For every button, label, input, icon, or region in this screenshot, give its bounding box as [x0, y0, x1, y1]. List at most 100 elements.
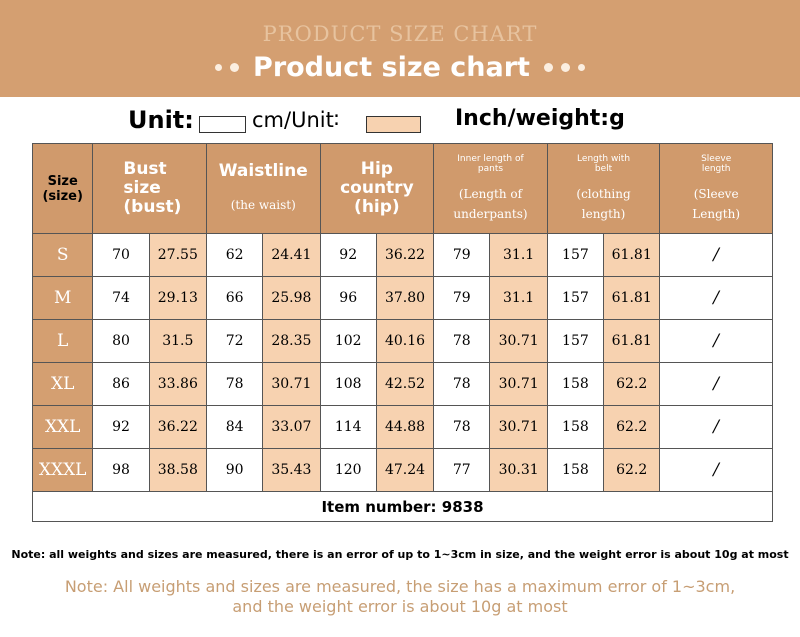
header-sleeve-length: Sleeve length (Sleeve Length): [659, 143, 773, 234]
waist-cm-cell: 66: [205, 276, 264, 320]
waist-cm-cell: 78: [205, 362, 264, 406]
inner-cm-cell: 78: [433, 319, 491, 363]
length-inch-cell: 62.2: [603, 448, 661, 492]
size-cell: M: [31, 276, 94, 320]
sleeve-cell: /: [659, 233, 773, 277]
header-hip: Hip country (hip): [319, 143, 435, 234]
waist-inch-cell: 28.35: [262, 319, 321, 363]
header-size: Size (size): [31, 143, 94, 234]
bust-inch-cell: 38.58: [148, 448, 207, 492]
bust-inch-cell: 27.55: [148, 233, 207, 277]
bust-inch-cell: 31.5: [148, 319, 207, 363]
length-cm-cell: 157: [546, 276, 605, 320]
size-cell: XL: [31, 362, 94, 406]
bust-cm-cell: 86: [92, 362, 150, 406]
sleeve-cell: /: [659, 276, 773, 320]
hip-cm-cell: 96: [319, 276, 377, 320]
waist-inch-cell: 33.07: [262, 405, 321, 449]
note-secondary-line1: Note: All weights and sizes are measured…: [64, 577, 736, 596]
hip-cm-cell: 108: [319, 362, 377, 406]
waist-cm-cell: 62: [205, 233, 264, 277]
note-secondary-line2: and the weight error is about 10g at mos…: [232, 597, 568, 616]
left-dots-decoration: [211, 62, 243, 72]
inner-inch-cell: 31.1: [489, 276, 548, 320]
length-cm-cell: 157: [546, 233, 605, 277]
inner-inch-cell: 30.31: [489, 448, 548, 492]
bust-inch-cell: 33.86: [148, 362, 207, 406]
length-inch-cell: 62.2: [603, 405, 661, 449]
table-row: L 80 31.5 72 28.35 102 40.16 78 30.71 15…: [31, 319, 773, 363]
cm-swatch: [199, 116, 246, 133]
size-chart-table: Size (size) Bust size (bust) Waistline (…: [31, 143, 773, 522]
hip-inch-cell: 47.24: [375, 448, 435, 492]
bust-cm-cell: 74: [92, 276, 150, 320]
inner-cm-cell: 78: [433, 405, 491, 449]
length-inch-cell: 62.2: [603, 362, 661, 406]
bust-cm-cell: 98: [92, 448, 150, 492]
inch-swatch: [366, 116, 421, 133]
unit-legend: Unit: cm/Unit∶ Inch/weight:g: [0, 104, 800, 142]
item-number-row: Item number: 9838: [32, 491, 773, 522]
waist-cm-cell: 90: [205, 448, 264, 492]
table-row: S 70 27.55 62 24.41 92 36.22 79 31.1 157…: [31, 233, 773, 277]
note-primary: Note: all weights and sizes are measured…: [11, 548, 789, 561]
inch-weight-label: Inch/weight:g: [455, 106, 625, 131]
sleeve-cell: /: [659, 319, 773, 363]
table-row: XXXL 98 38.58 90 35.43 120 47.24 77 30.3…: [31, 448, 773, 492]
sleeve-cell: /: [659, 405, 773, 449]
unit-label: Unit:: [128, 106, 194, 134]
length-inch-cell: 61.81: [603, 233, 661, 277]
hip-inch-cell: 40.16: [375, 319, 435, 363]
waist-inch-cell: 25.98: [262, 276, 321, 320]
hip-cm-cell: 92: [319, 233, 377, 277]
bust-inch-cell: 29.13: [148, 276, 207, 320]
hip-cm-cell: 102: [319, 319, 377, 363]
size-cell: S: [31, 233, 94, 277]
inner-cm-cell: 77: [433, 448, 491, 492]
waist-cm-cell: 72: [205, 319, 264, 363]
cm-unit-label: cm/Unit∶: [252, 108, 340, 132]
waist-inch-cell: 24.41: [262, 233, 321, 277]
waist-inch-cell: 35.43: [262, 448, 321, 492]
length-inch-cell: 61.81: [603, 276, 661, 320]
header-banner: PRODUCT SIZE CHART Product size chart: [0, 0, 800, 97]
waist-cm-cell: 84: [205, 405, 264, 449]
table-row: XL 86 33.86 78 30.71 108 42.52 78 30.71 …: [31, 362, 773, 406]
header-bust: Bust size (bust): [92, 143, 207, 234]
inner-cm-cell: 79: [433, 233, 491, 277]
hip-inch-cell: 42.52: [375, 362, 435, 406]
header-inner-length: Inner length of pants (Length of underpa…: [433, 143, 548, 234]
length-inch-cell: 61.81: [603, 319, 661, 363]
bust-cm-cell: 92: [92, 405, 150, 449]
hip-cm-cell: 120: [319, 448, 377, 492]
inner-inch-cell: 30.71: [489, 319, 548, 363]
sleeve-cell: /: [659, 362, 773, 406]
inner-inch-cell: 30.71: [489, 405, 548, 449]
hip-inch-cell: 37.80: [375, 276, 435, 320]
table-row: M 74 29.13 66 25.98 96 37.80 79 31.1 157…: [31, 276, 773, 320]
hip-inch-cell: 44.88: [375, 405, 435, 449]
note-secondary: Note: All weights and sizes are measured…: [0, 577, 800, 617]
size-cell: L: [31, 319, 94, 363]
length-cm-cell: 158: [546, 405, 605, 449]
bust-cm-cell: 70: [92, 233, 150, 277]
length-cm-cell: 158: [546, 362, 605, 406]
hip-inch-cell: 36.22: [375, 233, 435, 277]
banner-title-row: Product size chart: [0, 50, 800, 84]
inner-cm-cell: 78: [433, 362, 491, 406]
page-title: Product size chart: [253, 51, 530, 83]
header-waist: Waistline (the waist): [205, 143, 321, 234]
hip-cm-cell: 114: [319, 405, 377, 449]
bust-inch-cell: 36.22: [148, 405, 207, 449]
item-number: Item number: 9838: [32, 491, 773, 522]
waist-inch-cell: 30.71: [262, 362, 321, 406]
size-cell: XXXL: [31, 448, 94, 492]
length-cm-cell: 158: [546, 448, 605, 492]
header-clothing-length: Length with belt (clothing length): [546, 143, 661, 234]
inner-cm-cell: 79: [433, 276, 491, 320]
table-row: XXL 92 36.22 84 33.07 114 44.88 78 30.71…: [31, 405, 773, 449]
inner-inch-cell: 30.71: [489, 362, 548, 406]
inner-inch-cell: 31.1: [489, 233, 548, 277]
length-cm-cell: 157: [546, 319, 605, 363]
banner-ghost-title: PRODUCT SIZE CHART: [262, 22, 538, 46]
